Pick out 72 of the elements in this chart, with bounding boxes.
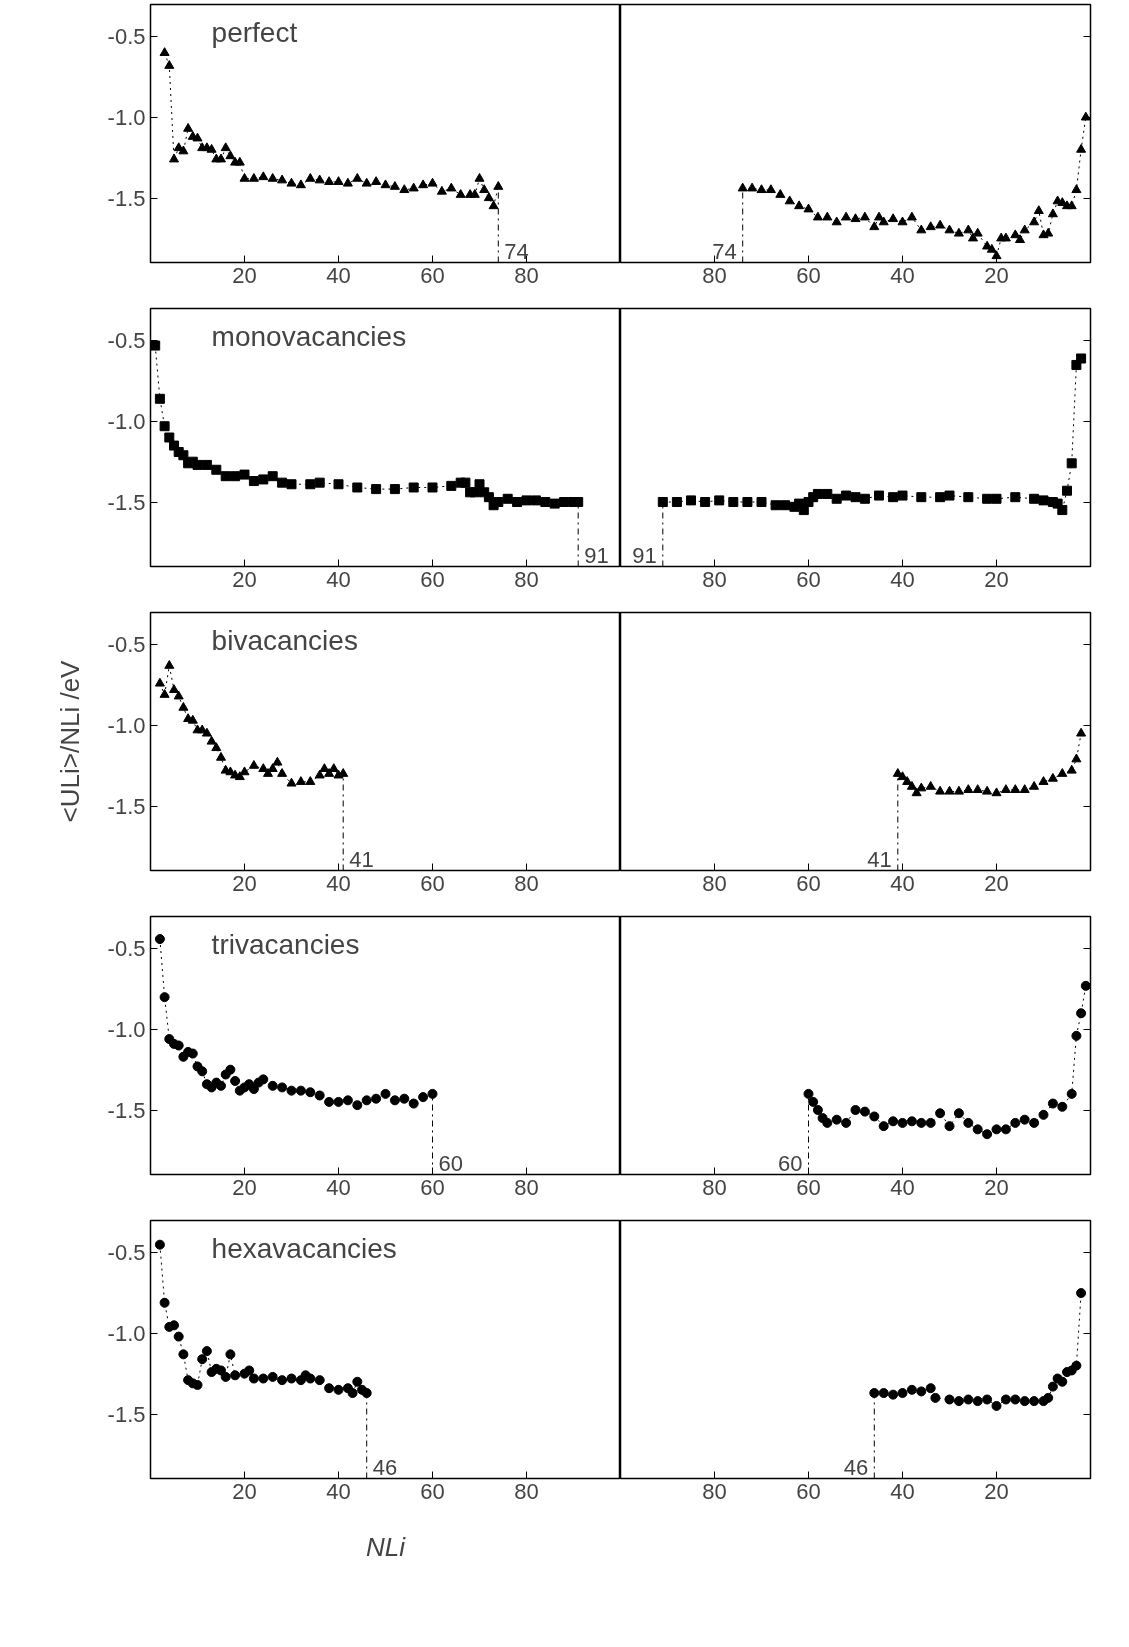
ref-line-label: 46 [843,1454,869,1480]
x-tick-label: 40 [326,1478,351,1504]
x-tick-label: 40 [326,870,351,896]
x-tick-label: 40 [890,870,915,896]
y-tick-label: -1.5 [107,1401,146,1427]
x-tick-label: 80 [514,262,539,288]
ref-line-label: 74 [712,238,737,264]
ref-line-label: 91 [584,542,609,568]
y-axis-title: <ULi>/NLi /eV [54,659,85,823]
x-tick-label: 40 [326,1174,351,1200]
annotation: perfect [211,17,298,49]
x-tick-label: 20 [232,566,257,592]
annotation: monovacancies [211,321,407,353]
annotation: trivacancies [211,929,360,961]
x-tick-label: 20 [984,262,1009,288]
x-tick-label: 20 [232,1478,257,1504]
y-tick-label: -1.5 [107,1097,146,1123]
x-tick-label: 60 [420,1478,445,1504]
x-tick-label: 40 [890,1174,915,1200]
x-tick-label: 40 [326,566,351,592]
x-tick-label: 80 [702,262,727,288]
x-tick-label: 60 [796,1478,821,1504]
x-tick-label: 20 [232,870,257,896]
x-tick-label: 20 [984,870,1009,896]
x-tick-label: 40 [890,566,915,592]
x-tick-label: 80 [514,566,539,592]
ref-line-label: 41 [349,846,374,872]
ref-line-label: 41 [867,846,892,872]
y-tick-label: -1.5 [107,489,146,515]
ref-line-label: 91 [632,542,657,568]
y-tick-label: -1.5 [107,185,146,211]
x-tick-label: 80 [514,1478,539,1504]
x-tick-label: 60 [796,566,821,592]
ref-line-label: 74 [504,238,529,264]
x-tick-label: 40 [326,262,351,288]
ref-line-label: 46 [372,1454,398,1480]
ref-line-label: 60 [778,1150,803,1176]
x-axis-title: NLi [365,1531,407,1562]
y-tick-label: -0.5 [107,936,146,962]
x-tick-label: 80 [702,1478,727,1504]
y-tick-label: -1.0 [107,408,146,434]
annotation: hexavacancies [211,1233,397,1265]
y-tick-label: -1.0 [107,104,146,130]
ref-line-label: 60 [438,1150,463,1176]
annotation: bivacancies [211,625,358,657]
x-tick-label: 20 [232,1174,257,1200]
x-tick-label: 20 [984,1174,1009,1200]
x-tick-label: 60 [796,1174,821,1200]
x-tick-label: 80 [702,870,727,896]
x-tick-label: 20 [232,262,257,288]
x-tick-label: 80 [514,870,539,896]
x-tick-label: 60 [420,262,445,288]
x-tick-label: 60 [796,870,821,896]
y-tick-label: -0.5 [107,24,146,50]
x-tick-label: 60 [420,566,445,592]
y-tick-label: -1.5 [107,793,146,819]
x-tick-label: 40 [890,262,915,288]
y-tick-label: -1.0 [107,712,146,738]
x-tick-label: 60 [420,1174,445,1200]
x-tick-label: 20 [984,1478,1009,1504]
x-tick-label: 20 [984,566,1009,592]
x-tick-label: 80 [514,1174,539,1200]
y-tick-label: -1.0 [107,1320,146,1346]
y-tick-label: -1.0 [107,1016,146,1042]
x-tick-label: 60 [796,262,821,288]
y-tick-label: -0.5 [107,1240,146,1266]
x-tick-label: 40 [890,1478,915,1504]
x-tick-label: 80 [702,1174,727,1200]
x-tick-label: 60 [420,870,445,896]
y-tick-label: -0.5 [107,632,146,658]
x-tick-label: 80 [702,566,727,592]
y-tick-label: -0.5 [107,328,146,354]
